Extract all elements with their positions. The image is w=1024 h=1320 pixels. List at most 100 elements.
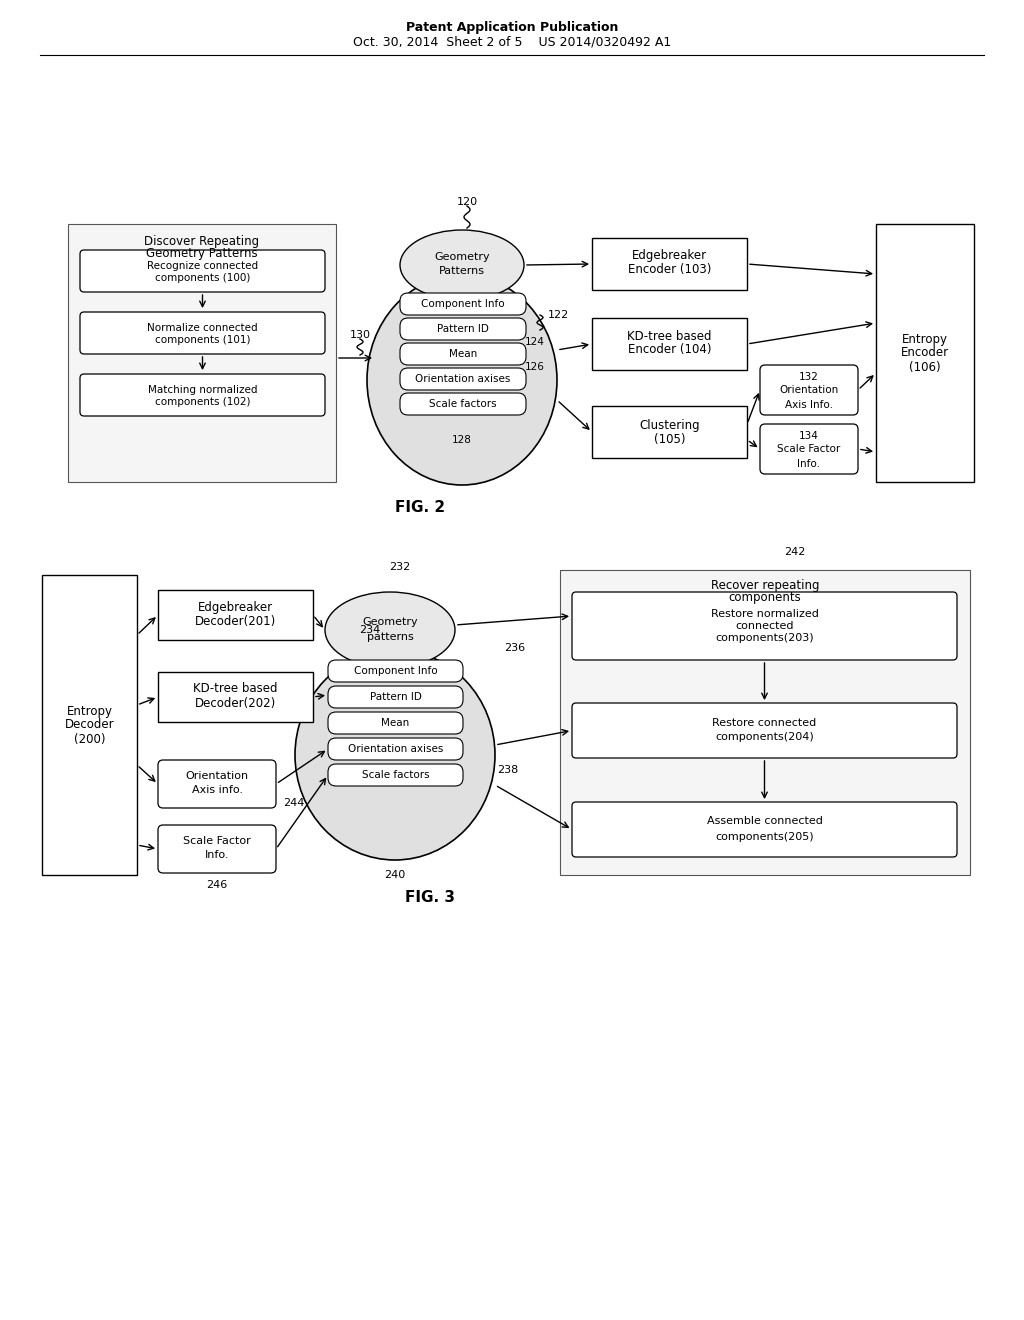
Text: Matching normalized: Matching normalized — [147, 385, 257, 395]
FancyBboxPatch shape — [400, 293, 526, 315]
FancyBboxPatch shape — [328, 764, 463, 785]
Text: 128: 128 — [452, 436, 472, 445]
FancyBboxPatch shape — [158, 672, 313, 722]
Text: Mean: Mean — [449, 348, 477, 359]
Text: Orientation: Orientation — [779, 385, 839, 395]
Text: 124: 124 — [525, 337, 545, 347]
Text: (105): (105) — [653, 433, 685, 446]
Text: Edgebreaker: Edgebreaker — [198, 601, 273, 614]
Text: Geometry: Geometry — [362, 616, 418, 627]
Text: Oct. 30, 2014  Sheet 2 of 5    US 2014/0320492 A1: Oct. 30, 2014 Sheet 2 of 5 US 2014/03204… — [353, 36, 671, 49]
Text: 134: 134 — [799, 432, 819, 441]
Text: Pattern ID: Pattern ID — [370, 692, 422, 702]
Text: Orientation axises: Orientation axises — [416, 374, 511, 384]
FancyBboxPatch shape — [158, 760, 276, 808]
Text: Scale factors: Scale factors — [429, 399, 497, 409]
FancyBboxPatch shape — [400, 318, 526, 341]
Text: FIG. 3: FIG. 3 — [406, 891, 455, 906]
Text: Entropy: Entropy — [67, 705, 113, 718]
Text: Orientation: Orientation — [185, 771, 249, 781]
FancyBboxPatch shape — [572, 704, 957, 758]
Text: Clustering: Clustering — [639, 418, 699, 432]
Text: Patterns: Patterns — [439, 267, 485, 276]
Text: 240: 240 — [384, 870, 406, 880]
FancyBboxPatch shape — [158, 825, 276, 873]
FancyBboxPatch shape — [400, 393, 526, 414]
Text: components(204): components(204) — [715, 733, 814, 742]
Text: Edgebreaker: Edgebreaker — [632, 249, 707, 263]
FancyBboxPatch shape — [158, 590, 313, 640]
Text: Encoder (103): Encoder (103) — [628, 264, 712, 276]
Text: components (102): components (102) — [155, 397, 250, 407]
FancyBboxPatch shape — [328, 686, 463, 708]
Text: patterns: patterns — [367, 632, 414, 642]
Text: Assemble connected: Assemble connected — [707, 817, 822, 826]
FancyBboxPatch shape — [80, 249, 325, 292]
FancyBboxPatch shape — [68, 224, 336, 482]
Text: Restore connected: Restore connected — [713, 718, 816, 727]
Text: KD-tree based: KD-tree based — [628, 330, 712, 342]
FancyBboxPatch shape — [760, 366, 858, 414]
Text: Pattern ID: Pattern ID — [437, 323, 488, 334]
Text: Encoder: Encoder — [901, 346, 949, 359]
Text: 122: 122 — [548, 310, 568, 319]
Text: (106): (106) — [909, 360, 941, 374]
Text: Recognize connected: Recognize connected — [146, 261, 258, 271]
Text: Normalize connected: Normalize connected — [147, 323, 258, 333]
Text: components(203): components(203) — [715, 634, 814, 643]
FancyBboxPatch shape — [42, 576, 137, 875]
Text: components(205): components(205) — [715, 832, 814, 842]
Text: 120: 120 — [457, 197, 477, 207]
Text: 126: 126 — [525, 362, 545, 372]
FancyBboxPatch shape — [592, 318, 746, 370]
Text: Geometry: Geometry — [434, 252, 489, 261]
Text: 244: 244 — [284, 799, 305, 808]
Text: Restore normalized: Restore normalized — [711, 609, 818, 619]
Text: Info.: Info. — [798, 459, 820, 469]
Text: Scale factors: Scale factors — [361, 770, 429, 780]
Text: Info.: Info. — [205, 850, 229, 861]
Text: Mean: Mean — [381, 718, 410, 729]
FancyBboxPatch shape — [80, 374, 325, 416]
FancyBboxPatch shape — [876, 224, 974, 482]
Text: Discover Repeating: Discover Repeating — [144, 235, 259, 248]
Text: components (100): components (100) — [155, 273, 250, 282]
Text: KD-tree based: KD-tree based — [194, 682, 278, 696]
Ellipse shape — [367, 275, 557, 484]
Text: Entropy: Entropy — [902, 333, 948, 346]
Text: FIG. 2: FIG. 2 — [395, 500, 445, 516]
Text: connected: connected — [735, 620, 794, 631]
Text: 130: 130 — [349, 330, 371, 341]
Text: 246: 246 — [207, 880, 227, 890]
Text: components (101): components (101) — [155, 335, 250, 345]
Text: Orientation axises: Orientation axises — [348, 744, 443, 754]
FancyBboxPatch shape — [760, 424, 858, 474]
Text: Scale Factor: Scale Factor — [777, 444, 841, 454]
FancyBboxPatch shape — [572, 591, 957, 660]
Text: Decoder: Decoder — [65, 718, 115, 731]
Text: Encoder (104): Encoder (104) — [628, 343, 712, 356]
FancyBboxPatch shape — [328, 660, 463, 682]
FancyBboxPatch shape — [592, 407, 746, 458]
FancyBboxPatch shape — [80, 312, 325, 354]
Text: Axis info.: Axis info. — [191, 785, 243, 795]
FancyBboxPatch shape — [400, 343, 526, 366]
Text: Patent Application Publication: Patent Application Publication — [406, 21, 618, 33]
FancyBboxPatch shape — [592, 238, 746, 290]
Text: 232: 232 — [389, 562, 411, 572]
Text: 234: 234 — [359, 624, 381, 635]
Text: (200): (200) — [74, 733, 105, 746]
Text: Decoder(202): Decoder(202) — [195, 697, 276, 710]
FancyBboxPatch shape — [572, 803, 957, 857]
FancyBboxPatch shape — [328, 738, 463, 760]
Text: Decoder(201): Decoder(201) — [195, 615, 276, 628]
Text: 238: 238 — [498, 766, 518, 775]
Text: components: components — [729, 591, 802, 605]
Text: 132: 132 — [799, 372, 819, 381]
Text: Recover repeating: Recover repeating — [711, 578, 819, 591]
Text: Axis Info.: Axis Info. — [785, 400, 833, 411]
Text: 236: 236 — [505, 643, 525, 653]
Ellipse shape — [400, 230, 524, 300]
FancyBboxPatch shape — [560, 570, 970, 875]
Text: Component Info: Component Info — [421, 300, 505, 309]
